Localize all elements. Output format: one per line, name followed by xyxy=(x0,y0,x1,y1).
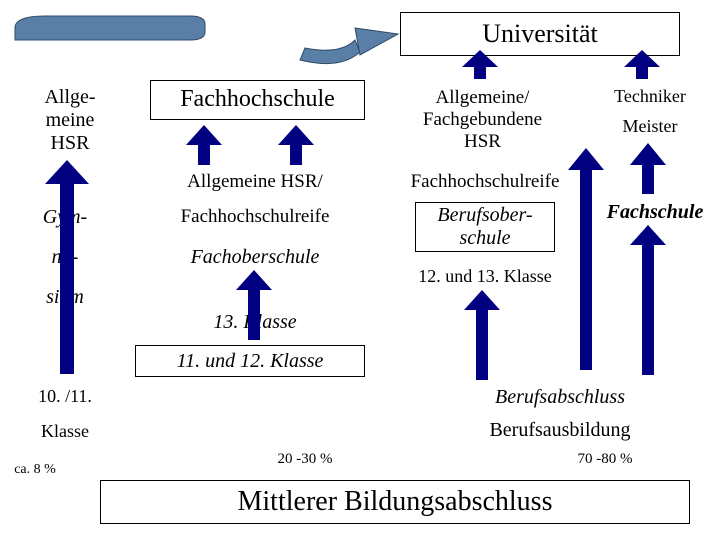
up-arrow-left-col xyxy=(45,160,89,374)
up-arrow-allg-fach-top xyxy=(462,50,498,79)
up-arrow-berufsoberschule xyxy=(568,148,604,370)
top-curved-arrow-left xyxy=(15,16,205,40)
up-arrow-fh-left xyxy=(186,125,222,165)
up-arrow-berufsausbildung xyxy=(464,290,500,380)
up-arrow-right-top xyxy=(624,50,660,79)
top-curved-arrow-right-head xyxy=(355,28,398,55)
up-arrow-fachschule2 xyxy=(630,225,666,375)
up-arrow-fh-right xyxy=(278,125,314,165)
up-arrow-fachoberschule xyxy=(236,270,272,340)
arrows-layer xyxy=(0,0,720,540)
up-arrow-fachschule xyxy=(630,143,666,194)
